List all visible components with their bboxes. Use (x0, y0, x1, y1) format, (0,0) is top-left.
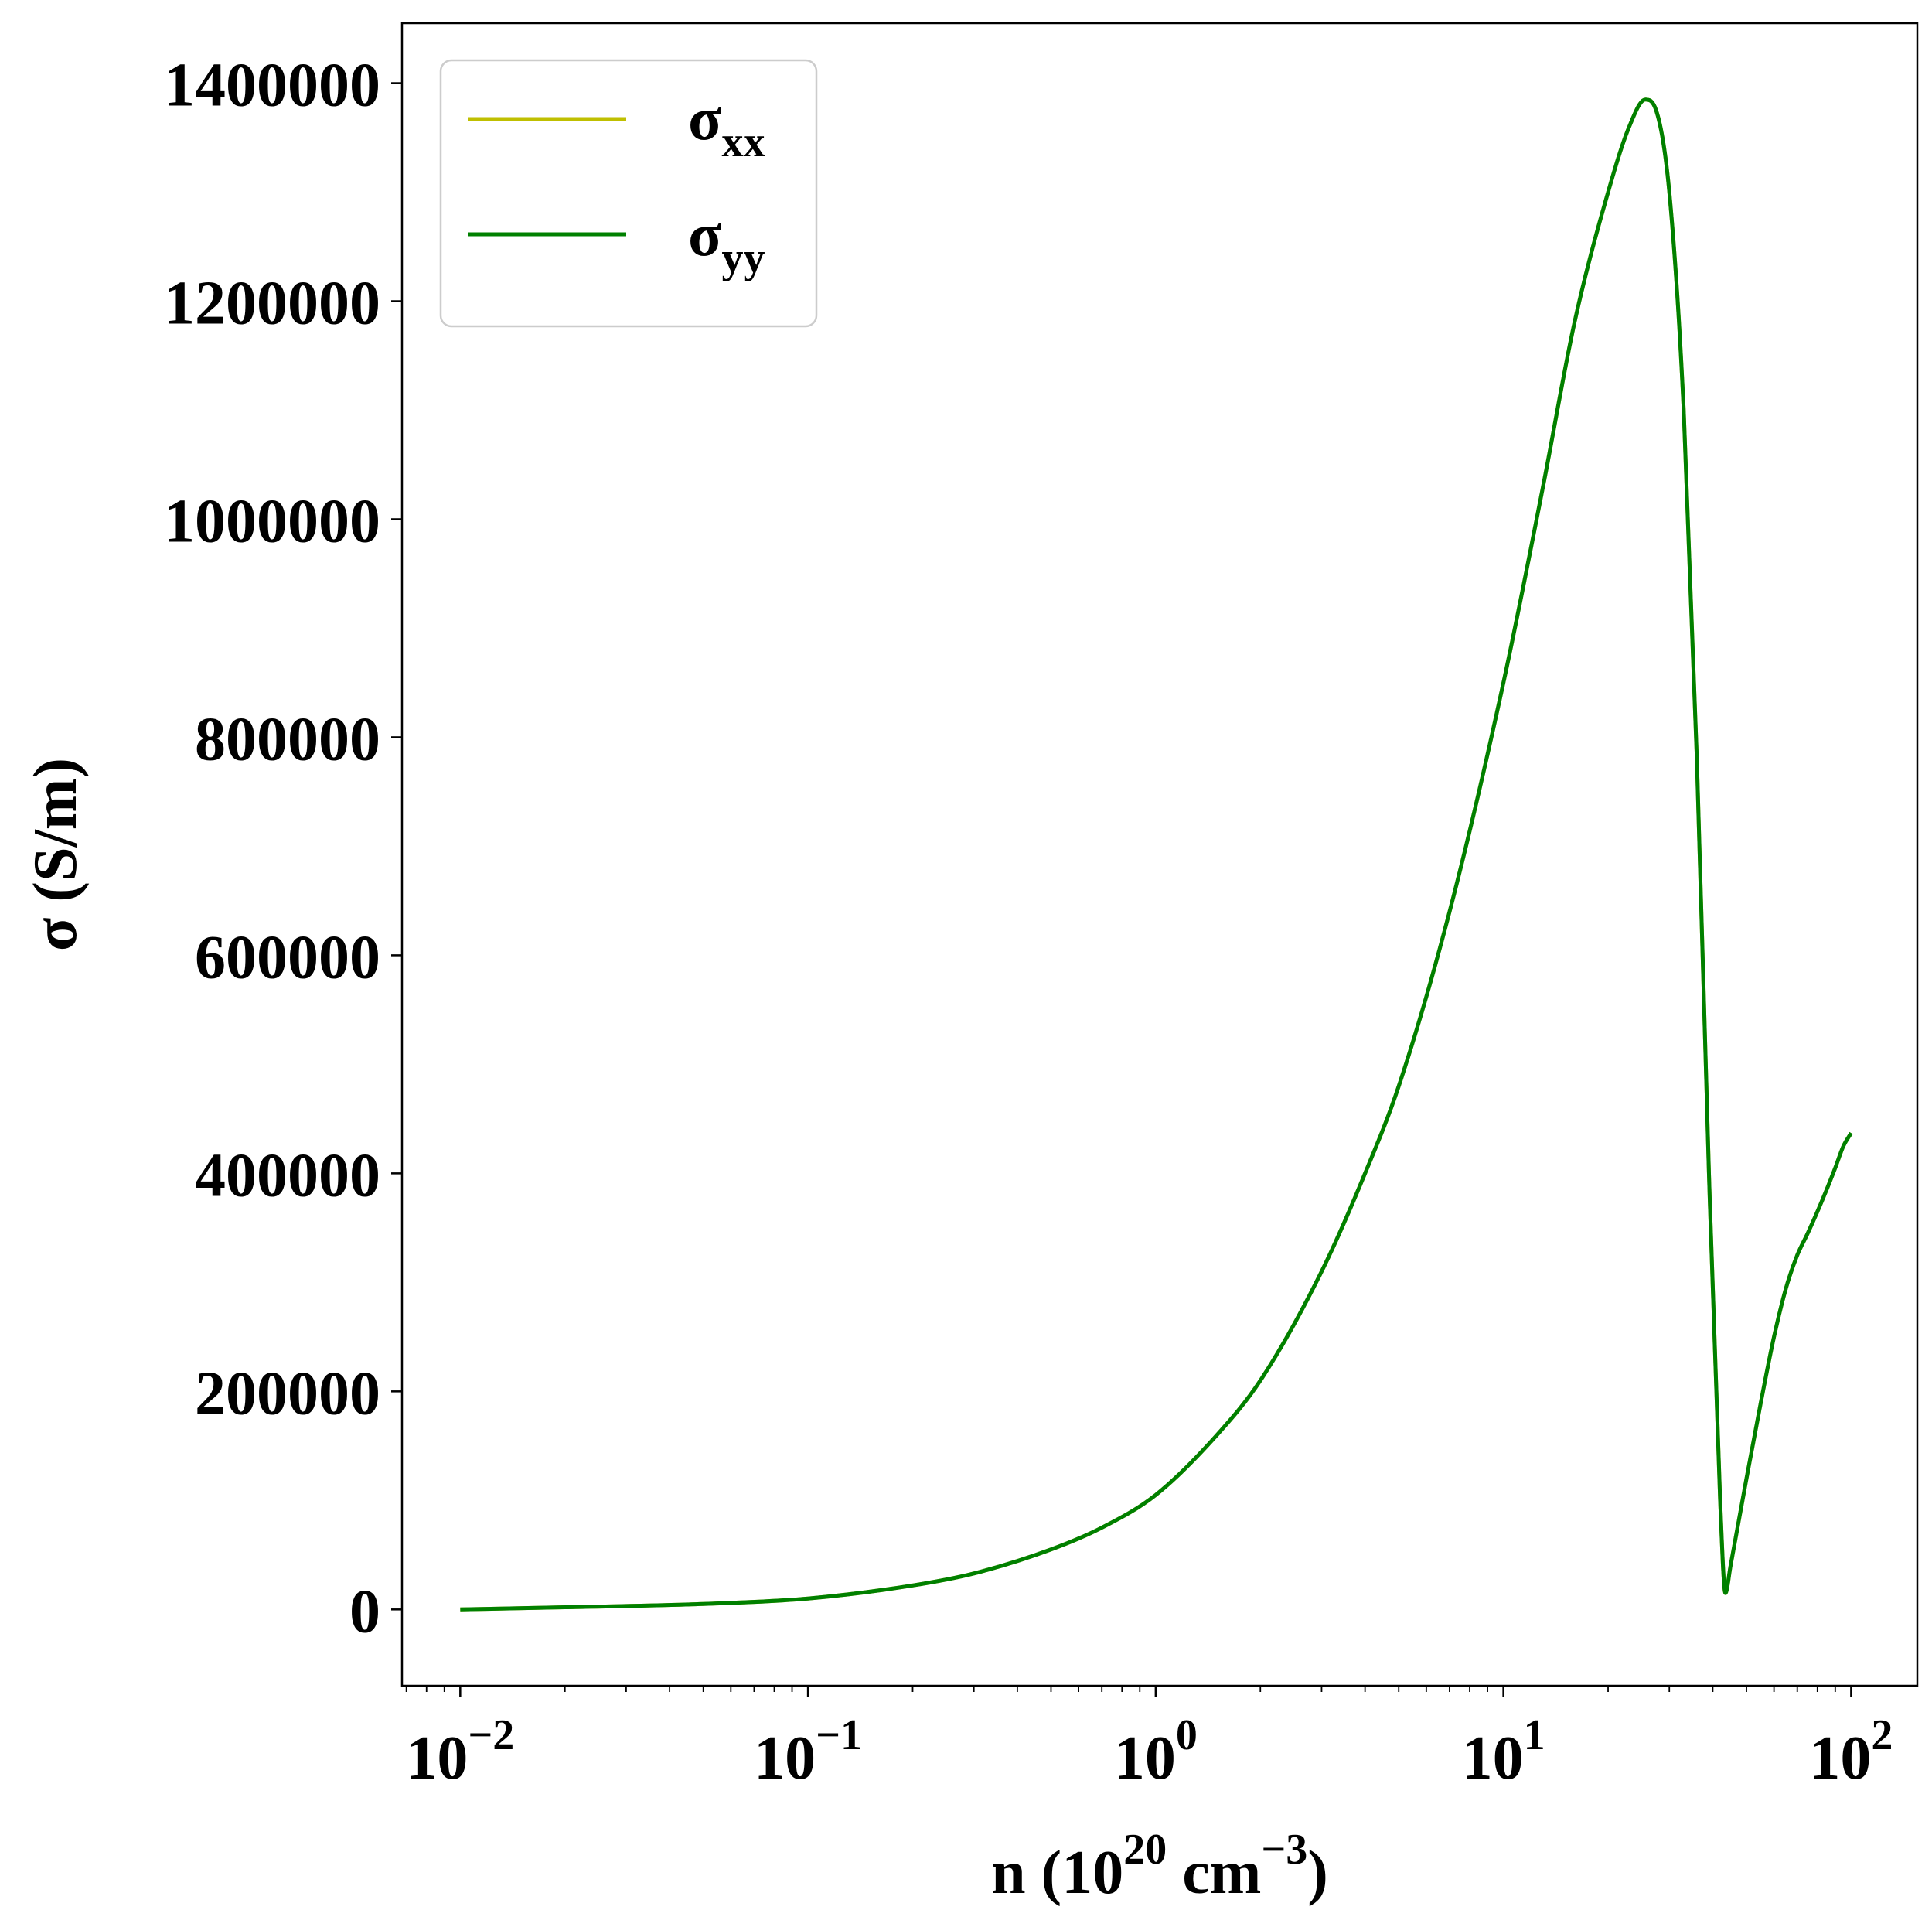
x-axis-title-end: ) (1307, 1839, 1328, 1907)
y-tick-label: 600000 (195, 923, 380, 991)
x-tick-label: 100 (1114, 1711, 1198, 1792)
x-tick-label: 102 (1809, 1711, 1893, 1792)
legend-label-sigma-yy-sub: yy (722, 234, 765, 282)
x-axis-title-sup2: −3 (1261, 1826, 1307, 1874)
x-axis: 10−2 10−1 100 101 102 (405, 1686, 1893, 1792)
x-axis-title-base: n (10 (991, 1839, 1123, 1907)
x-axis-title-mid: cm (1167, 1839, 1261, 1907)
y-tick-label: 0 (349, 1577, 380, 1646)
series-layer (460, 97, 1853, 1612)
y-axis-title: σ (S/m) (22, 758, 90, 951)
series-line-sigma-yy (460, 97, 1853, 1612)
x-tick-label: 101 (1462, 1711, 1545, 1792)
y-tick-label: 1000000 (164, 487, 380, 555)
legend-label-sigma-xx-sub: xx (722, 118, 765, 166)
y-tick-label: 1200000 (164, 270, 380, 338)
x-tick-label: 10−1 (754, 1711, 862, 1792)
y-axis: 0 200000 400000 600000 800000 1000000 1200000 1… (164, 52, 402, 1646)
x-tick-label: 10−2 (406, 1711, 514, 1792)
x-axis-title-sup1: 20 (1123, 1826, 1167, 1874)
legend-box (439, 59, 818, 328)
legend-label-sigma-xx: σxx (688, 85, 765, 166)
plot-frame (400, 22, 1919, 1687)
legend-label-sigma-yy: σyy (688, 201, 765, 282)
y-tick-label: 200000 (195, 1359, 380, 1427)
x-axis-title: n (1020 cm−3) (991, 1826, 1328, 1907)
y-tick-label: 1400000 (164, 52, 380, 120)
legend-label-sigma-xx-main: σ (688, 85, 722, 153)
legend-label-sigma-yy-main: σ (688, 201, 722, 269)
y-tick-label: 400000 (195, 1141, 380, 1209)
legend: σxx σyy (439, 59, 818, 328)
y-tick-label: 800000 (195, 705, 380, 773)
